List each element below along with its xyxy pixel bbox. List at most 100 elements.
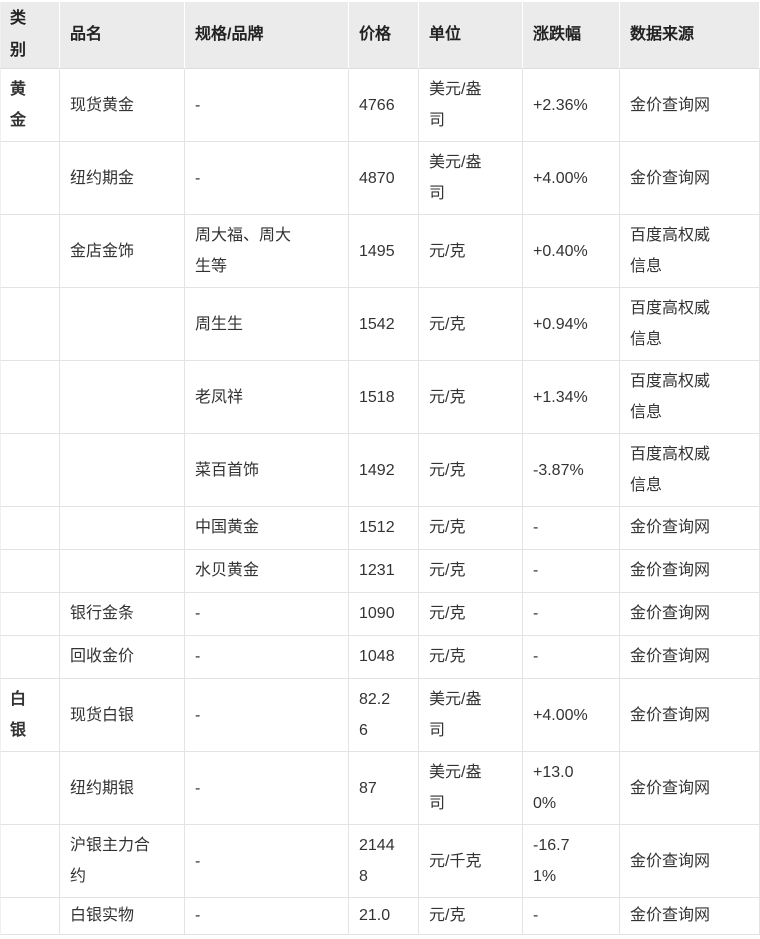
cell-source: 金价查询网 bbox=[620, 593, 760, 636]
cell-category bbox=[0, 825, 60, 898]
table-row: 中国黄金 1512 元/克 - 金价查询网 bbox=[0, 507, 760, 550]
cell-source: 百度高权威 信息 bbox=[620, 361, 760, 434]
table-row: 白银实物 - 21.0 元/克 - 金价查询网 bbox=[0, 898, 760, 935]
cell-source: 金价查询网 bbox=[620, 752, 760, 825]
table-row: 白 银 现货白银 - 82.2 6 美元/盎 司 +4.00% 金价查询网 bbox=[0, 679, 760, 752]
cell-change: +4.00% bbox=[523, 679, 620, 752]
cell-product-name bbox=[60, 507, 185, 550]
cell-spec-brand: - bbox=[185, 636, 349, 679]
cell-spec-brand: 水贝黄金 bbox=[185, 550, 349, 593]
cell-spec-brand: - bbox=[185, 679, 349, 752]
cell-category bbox=[0, 288, 60, 361]
cell-product-name: 现货白银 bbox=[60, 679, 185, 752]
cell-price: 1492 bbox=[349, 434, 419, 507]
table-row: 沪银主力合 约 - 2144 8 元/千克 -16.7 1% 金价查询网 bbox=[0, 825, 760, 898]
cell-unit: 元/克 bbox=[419, 288, 523, 361]
cell-category bbox=[0, 593, 60, 636]
cell-change: - bbox=[523, 636, 620, 679]
cell-spec-brand: - bbox=[185, 593, 349, 636]
cell-product-name: 纽约期银 bbox=[60, 752, 185, 825]
cell-source: 百度高权威 信息 bbox=[620, 288, 760, 361]
table-row: 金店金饰 周大福、周大 生等 1495 元/克 +0.40% 百度高权威 信息 bbox=[0, 215, 760, 288]
cell-source: 金价查询网 bbox=[620, 507, 760, 550]
table-row: 水贝黄金 1231 元/克 - 金价查询网 bbox=[0, 550, 760, 593]
table-row: 老凤祥 1518 元/克 +1.34% 百度高权威 信息 bbox=[0, 361, 760, 434]
cell-price: 1518 bbox=[349, 361, 419, 434]
cell-unit: 元/克 bbox=[419, 434, 523, 507]
cell-price: 82.2 6 bbox=[349, 679, 419, 752]
cell-category bbox=[0, 361, 60, 434]
header-product-name: 品名 bbox=[60, 2, 185, 69]
cell-source: 金价查询网 bbox=[620, 636, 760, 679]
cell-unit: 美元/盎 司 bbox=[419, 679, 523, 752]
cell-category bbox=[0, 636, 60, 679]
header-unit: 单位 bbox=[419, 2, 523, 69]
cell-source: 金价查询网 bbox=[620, 825, 760, 898]
cell-source: 百度高权威 信息 bbox=[620, 215, 760, 288]
cell-category bbox=[0, 507, 60, 550]
cell-price: 4870 bbox=[349, 142, 419, 215]
cell-source: 金价查询网 bbox=[620, 69, 760, 142]
cell-category bbox=[0, 550, 60, 593]
cell-unit: 元/克 bbox=[419, 507, 523, 550]
cell-unit: 元/克 bbox=[419, 898, 523, 935]
cell-product-name: 白银实物 bbox=[60, 898, 185, 935]
cell-unit: 元/克 bbox=[419, 361, 523, 434]
cell-source: 金价查询网 bbox=[620, 550, 760, 593]
cell-category bbox=[0, 434, 60, 507]
cell-price: 1231 bbox=[349, 550, 419, 593]
cell-change: +0.94% bbox=[523, 288, 620, 361]
cell-unit: 元/克 bbox=[419, 593, 523, 636]
cell-category bbox=[0, 752, 60, 825]
cell-change: - bbox=[523, 550, 620, 593]
cell-spec-brand: - bbox=[185, 142, 349, 215]
cell-category bbox=[0, 215, 60, 288]
cell-price: 1512 bbox=[349, 507, 419, 550]
cell-category: 黄 金 bbox=[0, 69, 60, 142]
table-row: 黄 金 现货黄金 - 4766 美元/盎 司 +2.36% 金价查询网 bbox=[0, 69, 760, 142]
cell-spec-brand: 周大福、周大 生等 bbox=[185, 215, 349, 288]
table-row: 银行金条 - 1090 元/克 - 金价查询网 bbox=[0, 593, 760, 636]
table-row: 纽约期银 - 87 美元/盎 司 +13.0 0% 金价查询网 bbox=[0, 752, 760, 825]
cell-change: - bbox=[523, 593, 620, 636]
cell-change: +2.36% bbox=[523, 69, 620, 142]
table-row: 纽约期金 - 4870 美元/盎 司 +4.00% 金价查询网 bbox=[0, 142, 760, 215]
cell-unit: 美元/盎 司 bbox=[419, 142, 523, 215]
cell-change: -3.87% bbox=[523, 434, 620, 507]
cell-unit: 元/克 bbox=[419, 636, 523, 679]
cell-unit: 美元/盎 司 bbox=[419, 69, 523, 142]
cell-product-name: 沪银主力合 约 bbox=[60, 825, 185, 898]
cell-unit: 元/克 bbox=[419, 215, 523, 288]
cell-category bbox=[0, 142, 60, 215]
cell-change: +4.00% bbox=[523, 142, 620, 215]
cell-price: 1048 bbox=[349, 636, 419, 679]
table-row: 菜百首饰 1492 元/克 -3.87% 百度高权威 信息 bbox=[0, 434, 760, 507]
cell-spec-brand: - bbox=[185, 69, 349, 142]
table-row: 回收金价 - 1048 元/克 - 金价查询网 bbox=[0, 636, 760, 679]
cell-price: 1090 bbox=[349, 593, 419, 636]
cell-category bbox=[0, 898, 60, 935]
cell-spec-brand: 中国黄金 bbox=[185, 507, 349, 550]
table-row: 周生生 1542 元/克 +0.94% 百度高权威 信息 bbox=[0, 288, 760, 361]
header-spec-brand: 规格/品牌 bbox=[185, 2, 349, 69]
cell-source: 百度高权威 信息 bbox=[620, 434, 760, 507]
cell-category: 白 银 bbox=[0, 679, 60, 752]
cell-price: 1495 bbox=[349, 215, 419, 288]
header-row: 类 别 品名 规格/品牌 价格 单位 涨跌幅 数据来源 bbox=[0, 2, 760, 69]
header-category: 类 别 bbox=[0, 2, 60, 69]
cell-change: - bbox=[523, 507, 620, 550]
cell-source: 金价查询网 bbox=[620, 679, 760, 752]
cell-product-name bbox=[60, 434, 185, 507]
cell-price: 21.0 bbox=[349, 898, 419, 935]
cell-unit: 元/千克 bbox=[419, 825, 523, 898]
cell-product-name bbox=[60, 361, 185, 434]
cell-change: +0.40% bbox=[523, 215, 620, 288]
cell-spec-brand: - bbox=[185, 752, 349, 825]
cell-price: 87 bbox=[349, 752, 419, 825]
cell-price: 2144 8 bbox=[349, 825, 419, 898]
cell-change: -16.7 1% bbox=[523, 825, 620, 898]
cell-change: +13.0 0% bbox=[523, 752, 620, 825]
cell-unit: 元/克 bbox=[419, 550, 523, 593]
cell-spec-brand: 老凤祥 bbox=[185, 361, 349, 434]
